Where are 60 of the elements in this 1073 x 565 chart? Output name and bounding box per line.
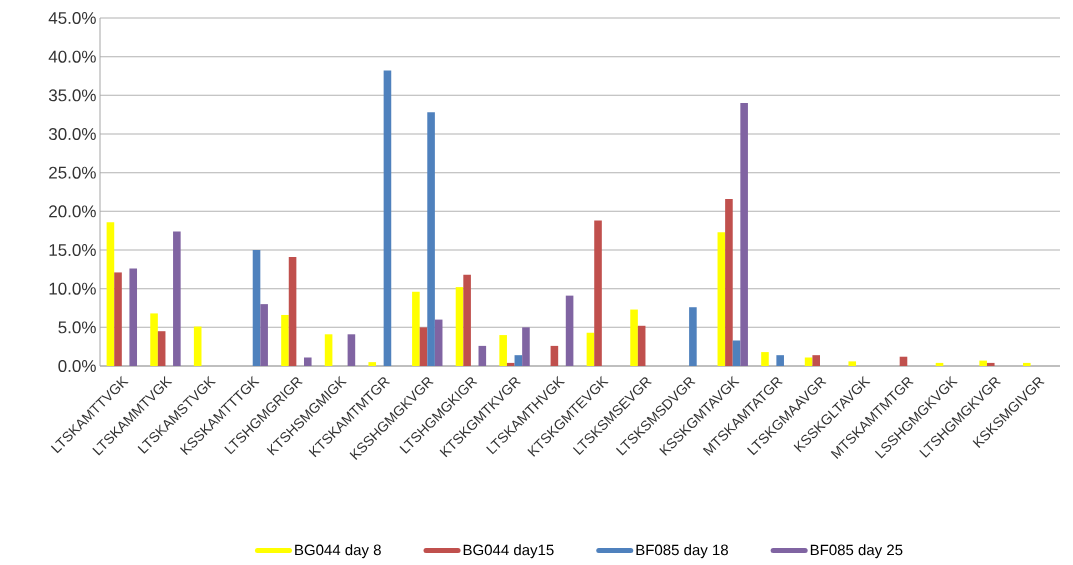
- bar: [114, 272, 122, 366]
- bar: [463, 274, 471, 366]
- bar: [434, 319, 443, 366]
- y-tick-label: 30.0%: [48, 127, 96, 141]
- bar: [383, 70, 392, 366]
- bar: [586, 332, 595, 366]
- bar: [761, 352, 769, 366]
- bar: [717, 232, 726, 366]
- bar: [986, 362, 995, 366]
- bar: [776, 355, 784, 366]
- bar: [499, 335, 507, 366]
- bar: [979, 360, 987, 366]
- bar: [804, 357, 813, 366]
- bar: [594, 220, 602, 366]
- bar: [630, 309, 638, 366]
- bar: [725, 198, 733, 366]
- y-tick-label: 15.0%: [49, 243, 96, 257]
- bar: [812, 355, 821, 366]
- legend-label: BF085 day 18: [636, 544, 728, 559]
- bar: [455, 287, 464, 366]
- y-tick-label: 25.0%: [49, 166, 96, 179]
- bar: [848, 361, 857, 366]
- bar: [522, 327, 530, 366]
- bar: [252, 250, 261, 366]
- y-tick-label: 20.0%: [49, 205, 96, 218]
- bar: [478, 345, 487, 366]
- bar: [637, 325, 646, 366]
- bar: [324, 334, 333, 366]
- bar: [565, 295, 574, 366]
- bar: [173, 231, 181, 366]
- bar: [193, 326, 202, 366]
- bar: [150, 313, 158, 366]
- legend-label: BG044 day 8: [295, 544, 381, 559]
- legend-label: BG044 day15: [463, 544, 554, 559]
- legend-label: BF085 day 25: [810, 544, 903, 559]
- bar: [419, 327, 428, 366]
- bar: [427, 112, 435, 366]
- bar: [157, 331, 166, 366]
- y-tick-label: 40.0%: [48, 50, 96, 63]
- bar: [368, 362, 377, 366]
- bar: [129, 268, 138, 366]
- y-tick-label: 5.0%: [58, 321, 96, 334]
- bar: [514, 355, 523, 366]
- bar: [689, 307, 697, 366]
- bar: [260, 304, 268, 366]
- bar: [506, 362, 515, 366]
- y-tick-label: 0.0%: [58, 359, 96, 373]
- bar: [281, 314, 289, 366]
- bar: [106, 222, 115, 366]
- bar: [303, 357, 312, 366]
- bar: [740, 103, 748, 366]
- bar: [288, 256, 297, 366]
- bar: [412, 291, 420, 366]
- bar: [1022, 362, 1031, 366]
- bar: [550, 345, 559, 366]
- y-tick-label: 35.0%: [48, 89, 96, 102]
- bar: [347, 334, 356, 366]
- y-tick-label: 10.0%: [49, 282, 96, 295]
- y-tick-label: 45.0%: [48, 11, 96, 25]
- bar: [732, 340, 741, 366]
